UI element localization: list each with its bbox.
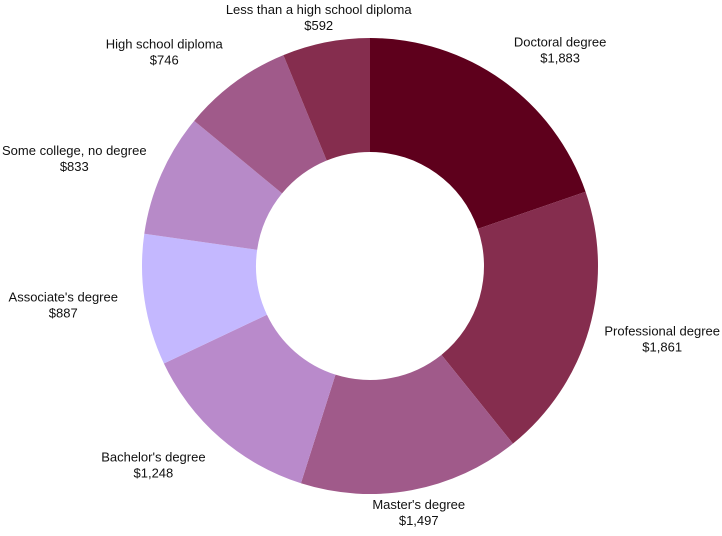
slice-master-s-degree[interactable] <box>300 354 513 494</box>
slice-value-master-s-degree: $1,497 <box>399 513 439 528</box>
slice-high-school-diploma[interactable] <box>194 55 327 194</box>
slice-label-bachelor-s-degree: Bachelor's degree <box>101 450 205 465</box>
label-group-high-school-diploma: High school diploma$746 <box>106 37 224 68</box>
slices-layer <box>141 38 598 494</box>
slice-label-high-school-diploma: High school diploma <box>106 37 224 52</box>
slice-label-associate-s-degree: Associate's degree <box>9 290 118 305</box>
slice-value-bachelor-s-degree: $1,248 <box>134 466 174 481</box>
labels-layer: Doctoral degree$1,883 Professional degree… <box>2 2 720 528</box>
label-group-less-than-a-high-school-diploma: Less than a high school diploma$592 <box>226 2 413 33</box>
slice-value-high-school-diploma: $746 <box>150 53 179 68</box>
slice-value-associate-s-degree: $887 <box>49 306 78 321</box>
slice-less-than-a-high-school-diploma[interactable] <box>283 38 370 161</box>
label-group-master-s-degree: Master's degree$1,497 <box>372 497 465 528</box>
slice-associate-s-degree[interactable] <box>141 233 267 364</box>
slice-label-professional-degree: Professional degree <box>604 323 720 338</box>
slice-value-less-than-a-high-school-diploma: $592 <box>304 18 333 33</box>
slice-label-master-s-degree: Master's degree <box>372 497 465 512</box>
slice-some-college-no-degree[interactable] <box>144 120 283 250</box>
label-group-some-college-no-degree: Some college, no degree$833 <box>2 143 147 174</box>
slice-label-some-college-no-degree: Some college, no degree <box>2 143 147 158</box>
slice-value-professional-degree: $1,861 <box>642 339 682 354</box>
label-group-professional-degree: Professional degree$1,861 <box>604 323 720 354</box>
slice-doctoral-degree[interactable] <box>370 38 586 229</box>
slice-bachelor-s-degree[interactable] <box>163 314 336 484</box>
label-group-doctoral-degree: Doctoral degree$1,883 <box>514 34 607 65</box>
slice-value-some-college-no-degree: $833 <box>60 159 89 174</box>
slice-professional-degree[interactable] <box>441 191 598 444</box>
label-group-bachelor-s-degree: Bachelor's degree$1,248 <box>101 450 205 481</box>
label-group-associate-s-degree: Associate's degree$887 <box>9 290 118 321</box>
slice-label-doctoral-degree: Doctoral degree <box>514 34 607 49</box>
slice-value-doctoral-degree: $1,883 <box>540 50 580 65</box>
slice-label-less-than-a-high-school-diploma: Less than a high school diploma <box>226 2 413 17</box>
